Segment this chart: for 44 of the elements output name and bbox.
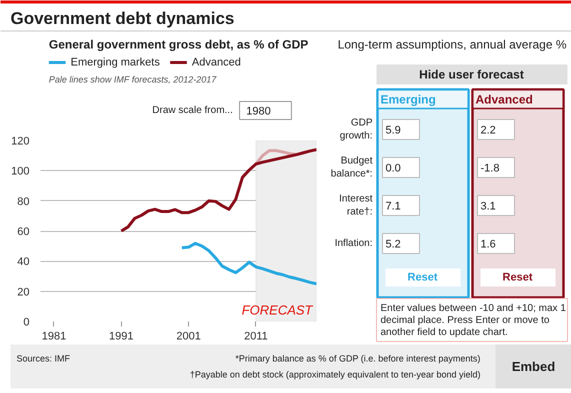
text: †Payable on debt stock (approximately equivalent to ten-year bond yield) bbox=[190, 370, 481, 380]
text: Reset bbox=[408, 272, 438, 284]
y-tick-label: 40 bbox=[17, 256, 30, 268]
text: 5.2 bbox=[386, 238, 401, 250]
y-tick-label: 60 bbox=[17, 226, 30, 238]
category-label: GDP growth: bbox=[340, 117, 373, 142]
legend-label: Emerging markets bbox=[70, 56, 160, 68]
text: *Primary balance as % of GDP (i.e. before interest payments) bbox=[235, 354, 480, 364]
line-series bbox=[180, 242, 316, 286]
chart-subtitle: General government gross debt, as % of GDP bbox=[48, 38, 308, 52]
text: Long-term assumptions, annual average % bbox=[338, 38, 567, 52]
text: -1.8 bbox=[480, 162, 500, 174]
text: 7.1 bbox=[386, 200, 401, 212]
text: Reset bbox=[502, 272, 533, 284]
line-series bbox=[120, 148, 316, 232]
legend-label: Advanced bbox=[192, 56, 241, 68]
x-tick-label: 2011 bbox=[244, 330, 268, 342]
chart-title: Government debt dynamics bbox=[10, 9, 234, 28]
x-tick-label: 2001 bbox=[176, 330, 201, 342]
y-tick-label: 20 bbox=[17, 286, 30, 298]
category-label: Budget balance*: bbox=[330, 155, 373, 180]
text: 1980 bbox=[246, 106, 271, 118]
text: Pale lines show IMF forecasts, 2012-2017 bbox=[48, 74, 218, 84]
x-tick-label: 1981 bbox=[42, 330, 66, 342]
text: Embed bbox=[512, 359, 556, 374]
text: 5.9 bbox=[386, 124, 401, 136]
text: 1.6 bbox=[480, 238, 496, 250]
text: Enter values between -10 and +10; max 1 decimal place. Press Enter or move to another field to update chart. bbox=[380, 303, 566, 338]
source-note: Sources: IMF bbox=[16, 354, 71, 364]
band-label: FORECAST bbox=[242, 302, 314, 318]
category-label: Inflation: bbox=[334, 238, 373, 249]
category-label: Advanced bbox=[476, 92, 533, 106]
y-tick-label: 80 bbox=[17, 196, 30, 208]
y-tick-label: 0 bbox=[23, 316, 30, 328]
text: Hide user forecast bbox=[419, 68, 524, 82]
category-label: Interest rate†: bbox=[339, 193, 373, 218]
y-tick-label: 120 bbox=[11, 136, 30, 148]
text: Draw scale from... bbox=[152, 105, 233, 116]
category-label: Emerging bbox=[380, 92, 436, 106]
x-tick-label: 1991 bbox=[109, 330, 134, 342]
text: 3.1 bbox=[480, 200, 496, 212]
text: 2.2 bbox=[480, 124, 496, 136]
text: 0.0 bbox=[386, 162, 401, 174]
y-tick-label: 100 bbox=[11, 166, 30, 178]
